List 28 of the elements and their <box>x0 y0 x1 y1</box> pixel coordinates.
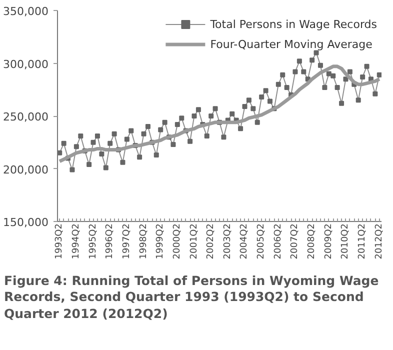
x-tick-label: 1993Q2 <box>54 223 65 260</box>
x-tick-label: 2009Q2 <box>324 223 334 260</box>
x-tick-label: 2005Q2 <box>256 223 267 260</box>
x-tick-label: 2007Q2 <box>290 223 300 260</box>
legend-label: Total Persons in Wage Records <box>210 18 377 30</box>
x-tick-label: 2003Q2 <box>222 223 233 260</box>
legend-label: Four-Quarter Moving Average <box>210 38 372 50</box>
x-tick-label: 1999Q2 <box>156 223 166 260</box>
x-tick-label: 2012Q2 <box>374 223 384 260</box>
text: Figure 4: Running Total of Persons in Wyoming Wage Records, Second Quarter 1993 (1993Q2) to Second Quarter 2012 (2012Q2) <box>4 273 380 322</box>
x-tick-label: 2008Q2 <box>307 223 318 260</box>
x-tick-label: 1997Q2 <box>122 223 132 260</box>
y-tick-label: 150,000 <box>3 216 49 229</box>
x-tick-label: 2011Q2 <box>358 223 368 260</box>
x-tick-label: 2004Q2 <box>240 223 250 260</box>
y-tick-label: 300,000 <box>3 58 49 71</box>
x-tick-label: 1994Q2 <box>71 223 82 260</box>
y-tick-label: 350,000 <box>3 5 49 18</box>
y-tick-label: 250,000 <box>3 110 49 124</box>
x-tick-label: 1998Q2 <box>138 223 149 260</box>
x-tick-label: 2002Q2 <box>206 223 216 260</box>
x-tick-label: 2010Q2 <box>340 223 351 260</box>
x-tick-label: 2000Q2 <box>172 223 182 260</box>
x-tick-label: 1996Q2 <box>105 223 116 260</box>
y-tick-label: 200,000 <box>3 163 49 176</box>
x-tick-label: 2006Q2 <box>273 223 284 260</box>
x-tick-label: 2001Q2 <box>189 223 200 260</box>
x-tick-label: 1995Q2 <box>88 223 98 260</box>
